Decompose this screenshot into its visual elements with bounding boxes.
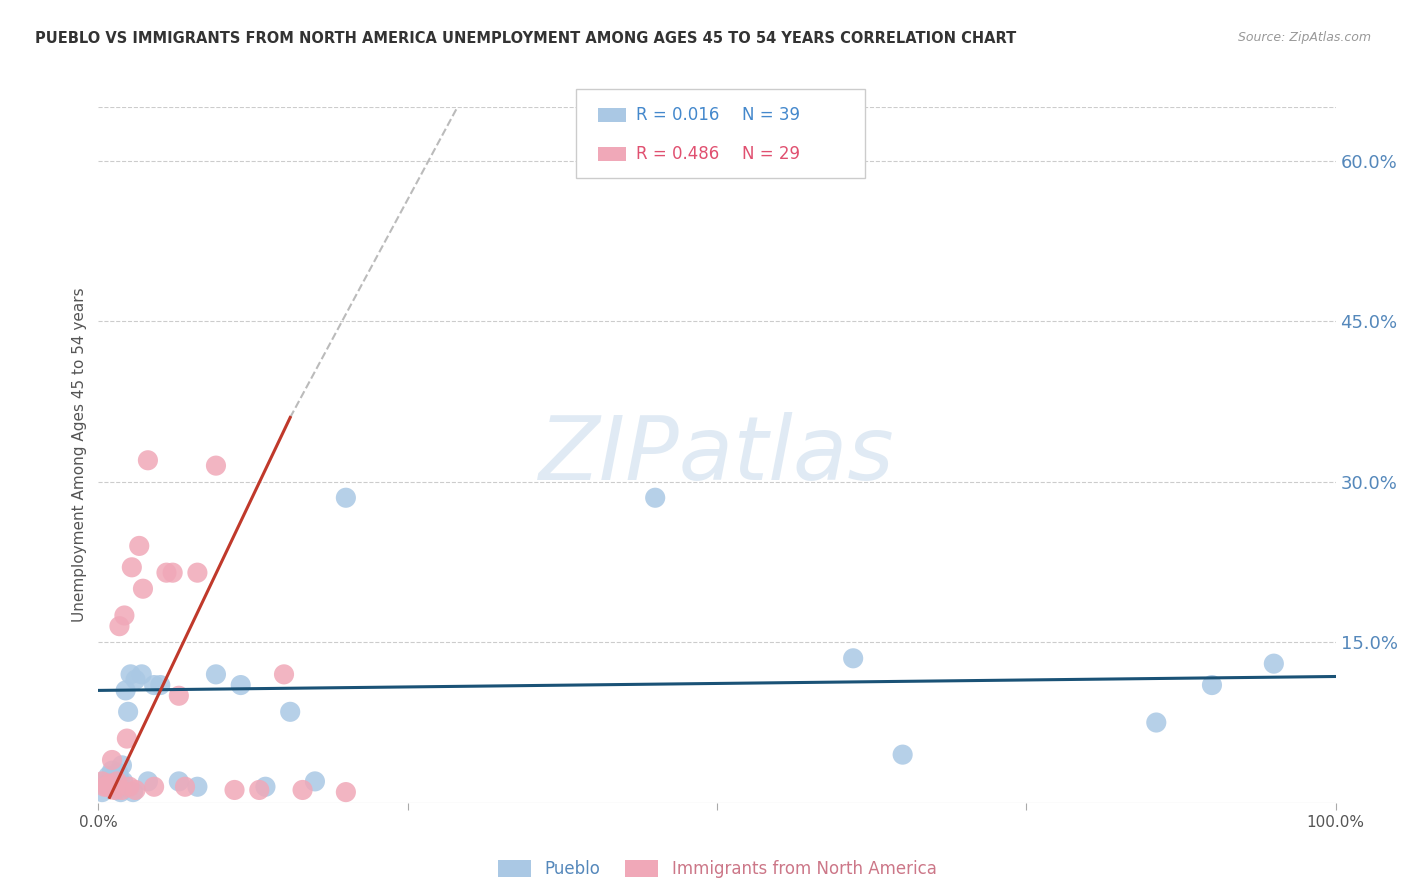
Point [1201, 678, 1223, 692]
Point [143, 780, 166, 794]
Point [118, 780, 141, 794]
Point [110, 785, 132, 799]
Point [149, 678, 172, 692]
Point [100, 772, 122, 787]
Point [143, 678, 166, 692]
Point [335, 491, 357, 505]
Point [103, 783, 125, 797]
Point [105, 774, 128, 789]
Point [91, 774, 114, 789]
Point [115, 731, 138, 746]
Point [224, 783, 246, 797]
Point [167, 689, 190, 703]
Point [132, 582, 155, 596]
Point [254, 780, 277, 794]
Point [93, 774, 115, 789]
Point [107, 765, 129, 780]
Point [167, 774, 190, 789]
Point [111, 758, 134, 772]
Text: N = 29: N = 29 [742, 145, 800, 163]
Point [93, 780, 115, 794]
Point [122, 785, 145, 799]
Point [101, 764, 124, 778]
Point [97, 769, 120, 783]
Point [112, 774, 135, 789]
Point [108, 619, 131, 633]
Legend: Pueblo, Immigrants from North America: Pueblo, Immigrants from North America [491, 854, 943, 885]
Point [120, 667, 142, 681]
Point [131, 667, 153, 681]
Point [103, 776, 125, 790]
Point [247, 783, 270, 797]
Point [291, 783, 314, 797]
Point [644, 491, 666, 505]
Point [91, 785, 114, 799]
Point [273, 667, 295, 681]
Point [162, 566, 184, 580]
Point [155, 566, 177, 580]
Point [112, 608, 135, 623]
Point [96, 780, 118, 794]
Point [117, 705, 139, 719]
Point [111, 783, 134, 797]
Point [96, 776, 118, 790]
Point [186, 566, 208, 580]
Point [136, 453, 159, 467]
Point [108, 772, 131, 787]
Point [842, 651, 865, 665]
Point [186, 780, 208, 794]
Point [1263, 657, 1285, 671]
Text: R = 0.486: R = 0.486 [636, 145, 718, 163]
Point [124, 783, 146, 797]
Point [98, 776, 121, 790]
Point [304, 774, 326, 789]
Point [104, 774, 127, 789]
Point [1144, 715, 1167, 730]
Point [105, 783, 128, 797]
Point [114, 683, 136, 698]
Point [98, 780, 121, 794]
Text: ZIPatlas: ZIPatlas [540, 412, 894, 498]
Point [136, 774, 159, 789]
Point [121, 560, 143, 574]
Point [128, 539, 150, 553]
Y-axis label: Unemployment Among Ages 45 to 54 years: Unemployment Among Ages 45 to 54 years [72, 287, 87, 623]
Point [101, 753, 124, 767]
Point [278, 705, 301, 719]
Point [891, 747, 914, 762]
Text: N = 39: N = 39 [742, 106, 800, 124]
Point [103, 769, 125, 783]
Point [205, 667, 228, 681]
Point [229, 678, 252, 692]
Point [205, 458, 228, 473]
Point [124, 673, 146, 687]
Point [335, 785, 357, 799]
Text: PUEBLO VS IMMIGRANTS FROM NORTH AMERICA UNEMPLOYMENT AMONG AGES 45 TO 54 YEARS C: PUEBLO VS IMMIGRANTS FROM NORTH AMERICA … [35, 31, 1017, 46]
Text: Source: ZipAtlas.com: Source: ZipAtlas.com [1237, 31, 1371, 45]
Text: R = 0.016: R = 0.016 [636, 106, 718, 124]
Point [174, 780, 197, 794]
